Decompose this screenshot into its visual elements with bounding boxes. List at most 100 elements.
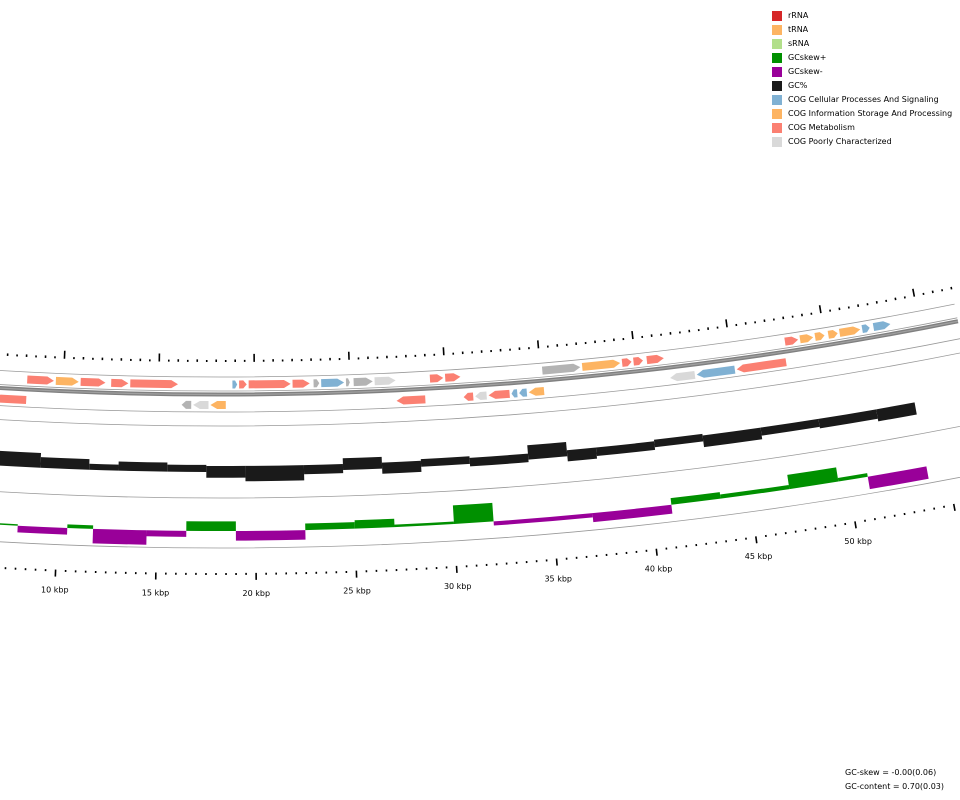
- track-guide-line: [0, 476, 960, 549]
- track-guides: [0, 303, 960, 549]
- forward-gene-arrow: [353, 377, 373, 387]
- gc-skew-positive: [0, 523, 18, 526]
- outer-ruler-tick: [912, 288, 916, 297]
- gc-skew-negative: [493, 513, 593, 526]
- legend-swatch: [772, 95, 782, 105]
- inner-ruler-tick: [854, 521, 857, 529]
- gc-skew-negative: [17, 525, 68, 535]
- gc-content-bar: [0, 450, 42, 468]
- legend-label: COG Cellular Processes And Signaling: [788, 95, 939, 104]
- gc-skew-positive: [452, 502, 494, 524]
- forward-gene-arrow: [814, 332, 825, 341]
- track-guide-line: [0, 317, 958, 392]
- forward-gene-arrow: [581, 359, 621, 371]
- legend: rRNA tRNA sRNA GCskew+ GCskew- GC% COG Cellula…: [772, 9, 952, 149]
- ruler-label: 40 kbp: [645, 565, 673, 574]
- gc-content-bar: [206, 465, 246, 478]
- legend-swatch: [772, 137, 782, 147]
- forward-gene-arrow: [621, 358, 632, 367]
- gc-skew-stat: GC-skew = -0.00(0.06): [845, 768, 937, 777]
- gc-skew-positive: [720, 484, 790, 499]
- gc-content-bar: [876, 402, 917, 422]
- forward-gene-arrow: [541, 363, 581, 375]
- gc-skew-positive: [787, 467, 839, 490]
- forward-gene-arrow: [292, 379, 310, 388]
- reverse-gene-arrow: [475, 391, 487, 400]
- legend-item: GCskew-: [772, 65, 952, 79]
- gc-skew-negative: [867, 466, 929, 490]
- gc-content-bar: [595, 441, 656, 457]
- legend-label: GC%: [788, 81, 808, 90]
- gc-skew-negative: [146, 530, 187, 537]
- gc-skew-negative: [592, 504, 673, 523]
- reverse-gene-arrow: [488, 389, 510, 399]
- gc-content-bar: [653, 433, 704, 448]
- legend-swatch: [772, 25, 782, 35]
- gc-skew-positive: [186, 521, 236, 531]
- forward-gene-arrow: [374, 376, 396, 386]
- gc-content-bar: [381, 460, 422, 474]
- ruler-label: 25 kbp: [343, 587, 371, 596]
- legend-label: COG Poorly Characterized: [788, 137, 892, 146]
- forward-gene-arrow: [111, 378, 129, 388]
- forward-gene-arrow: [130, 379, 179, 389]
- gc-content-bar: [342, 456, 383, 471]
- forward-gene-arrow: [80, 377, 106, 387]
- forward-gene-arrow: [27, 375, 54, 385]
- legend-swatch: [772, 109, 782, 119]
- gc-skew-negative: [235, 530, 306, 541]
- legend-label: COG Metabolism: [788, 123, 855, 132]
- forward-gene-arrow: [345, 378, 350, 387]
- reverse-gene-arrow: [0, 394, 27, 405]
- legend-swatch: [772, 67, 782, 77]
- forward-gene-arrow: [799, 334, 814, 344]
- gc-skew-positive: [394, 521, 454, 528]
- legend-swatch: [772, 81, 782, 91]
- gc-content-bar: [760, 418, 820, 436]
- track-guide-line: [0, 338, 960, 413]
- gc-content-bar: [167, 464, 207, 472]
- track-guide-line: [0, 352, 960, 427]
- forward-gene-arrow: [827, 329, 838, 339]
- forward-gene-arrow: [239, 380, 247, 389]
- reverse-gene-arrow: [519, 388, 528, 397]
- legend-item: rRNA: [772, 9, 952, 23]
- legend-swatch: [772, 53, 782, 63]
- ruler-label: 20 kbp: [243, 589, 271, 598]
- gc-content-bar: [118, 461, 168, 472]
- gc-content-bar: [40, 457, 90, 470]
- reverse-gene-arrow: [528, 387, 545, 396]
- forward-gene-arrow: [872, 321, 891, 331]
- forward-gene-arrow: [55, 376, 79, 386]
- gc-content-track: [0, 402, 917, 482]
- gc-skew-negative: [92, 528, 147, 545]
- reverse-gene-arrow: [696, 365, 736, 378]
- outer-ruler-tick: [536, 340, 540, 349]
- reverse-gene-arrow: [210, 400, 226, 409]
- forward-gene-arrow: [321, 378, 345, 388]
- legend-item: COG Metabolism: [772, 121, 952, 135]
- inner-ruler-tick: [952, 503, 956, 511]
- reverse-gene-arrow: [736, 358, 787, 373]
- gc-content-bar: [702, 427, 763, 448]
- legend-swatch: [772, 11, 782, 21]
- gc-content-bar: [420, 456, 470, 467]
- legend-item: COG Cellular Processes And Signaling: [772, 93, 952, 107]
- gc-content-bar: [303, 464, 344, 475]
- ruler-label: 35 kbp: [544, 575, 572, 584]
- ruler-label: 50 kbp: [844, 537, 872, 546]
- forward-gene-arrow: [444, 373, 461, 382]
- legend-swatch: [772, 39, 782, 49]
- gc-content-bar: [89, 463, 119, 471]
- forward-gene-arrow: [861, 324, 870, 333]
- legend-item: COG Information Storage And Processing: [772, 107, 952, 121]
- forward-gene-arrow: [633, 357, 643, 366]
- forward-gene-arrow: [232, 380, 238, 389]
- forward-gene-arrow: [248, 379, 291, 389]
- gc-content-bar: [245, 465, 305, 482]
- legend-label: GCskew-: [788, 67, 823, 76]
- gc-skew-positive: [837, 473, 868, 482]
- legend-label: tRNA: [788, 25, 809, 34]
- legend-label: GCskew+: [788, 53, 827, 62]
